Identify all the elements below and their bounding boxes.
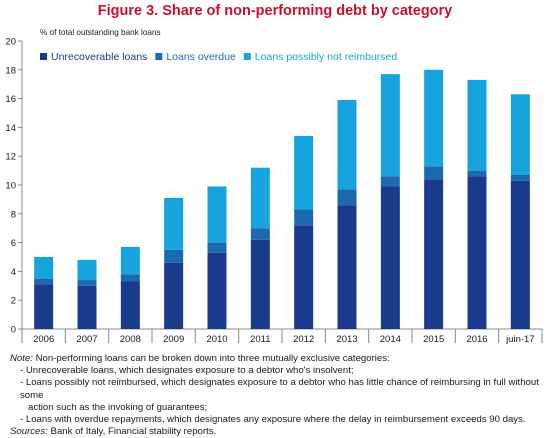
bar-segment-loans-overdue	[34, 278, 54, 285]
y-tick-label: 2	[11, 296, 16, 307]
bar-segment-loans-possibly-not-reimbursed	[337, 100, 357, 190]
stacked-bar-chart: 0 2 4 6 8 10 12 14 16 18 20 2006 2007 2008 2009 2010 201…	[5, 28, 543, 345]
bar-segment-loans-overdue	[380, 176, 400, 187]
x-tick-label: 2009	[163, 334, 184, 345]
note-bullet-possibly-not-reimbursed-continued: action such as the invoking of guarantee…	[28, 401, 208, 413]
bar-segment-unrecoverable-loans	[34, 284, 54, 329]
x-tick-label: 2012	[293, 334, 314, 345]
y-tick-label: 16	[5, 94, 16, 105]
bar-segment-loans-overdue	[424, 166, 444, 180]
chart-notes: Note: Non-performing loans can be broken…	[10, 353, 546, 438]
y-tick-label: 12	[5, 152, 16, 163]
y-tick-label: 20	[5, 37, 16, 48]
bar-segment-loans-possibly-not-reimbursed	[294, 136, 314, 210]
bar-segment-loans-overdue	[207, 242, 227, 253]
x-tick-label: 2015	[423, 334, 444, 345]
bar-segment-loans-overdue	[250, 228, 270, 240]
chart-legend: Unrecoverable loans Loans overdue Loans po…	[40, 51, 397, 63]
chart-title: Figure 3. Share of non-performing debt b…	[97, 3, 453, 19]
y-tick-label: 14	[5, 123, 16, 134]
bar-segment-loans-overdue	[294, 209, 314, 226]
bar-segment-unrecoverable-loans	[207, 252, 227, 329]
x-tick-label: 2011	[250, 334, 270, 345]
x-tick-label: 2007	[76, 334, 97, 345]
bar-segment-loans-possibly-not-reimbursed	[120, 246, 140, 275]
x-tick-label: 2006	[33, 334, 54, 345]
x-tick-label: 2010	[206, 334, 227, 345]
x-tick-label: 2016	[466, 334, 487, 345]
bar-segment-loans-overdue	[120, 274, 140, 282]
bar-segment-unrecoverable-loans	[77, 285, 97, 329]
bar-segment-unrecoverable-loans	[120, 281, 140, 329]
bar-segment-loans-possibly-not-reimbursed	[207, 186, 227, 243]
bar-segment-unrecoverable-loans	[294, 225, 314, 329]
bar-segment-unrecoverable-loans	[250, 239, 270, 329]
bar-segment-unrecoverable-loans	[467, 176, 487, 329]
bar-segment-loans-overdue	[467, 170, 487, 177]
note-bullet-possibly-not-reimbursed: - Loans possibly not reimbursed, which d…	[20, 377, 539, 401]
bar-segment-unrecoverable-loans	[380, 186, 400, 329]
chart-axes: 0 2 4 6 8 10 12 14 16 18 20 2006 2007 2008 2009 2010 201…	[5, 37, 543, 345]
bar-segment-loans-possibly-not-reimbursed	[164, 197, 184, 250]
note-bullet-overdue: - Loans with overdue repayments, which d…	[20, 414, 526, 426]
bar-segment-loans-possibly-not-reimbursed	[424, 69, 444, 167]
legend-label: Loans possibly not reimbursed	[255, 51, 398, 63]
bar-segment-loans-possibly-not-reimbursed	[467, 79, 487, 171]
bar-segment-loans-possibly-not-reimbursed	[34, 257, 54, 279]
note-bullet-unrecoverable: - Unrecoverable loans, which designates …	[20, 365, 354, 377]
x-tick-label: 2014	[380, 334, 401, 345]
bar-segment-loans-overdue	[510, 174, 530, 181]
legend-swatch	[155, 53, 163, 60]
y-tick-label: 18	[5, 65, 16, 76]
bar-segment-loans-possibly-not-reimbursed	[380, 74, 400, 177]
sources-label: Sources:	[10, 426, 48, 438]
bar-segment-unrecoverable-loans	[337, 205, 357, 329]
y-tick-label: 0	[11, 325, 16, 336]
bar-segment-unrecoverable-loans	[164, 262, 184, 329]
bar-segment-loans-overdue	[164, 249, 184, 263]
bar-segment-loans-overdue	[77, 280, 97, 286]
y-tick-label: 8	[11, 209, 16, 220]
x-tick-label: 2008	[120, 334, 141, 345]
y-tick-label: 10	[5, 181, 16, 192]
legend-label: Loans overdue	[166, 51, 236, 63]
y-axis-label: % of total outstanding bank loans	[40, 28, 161, 37]
y-tick-label: 6	[11, 238, 16, 249]
note-intro-text: Non-performing loans can be broken down …	[32, 353, 390, 364]
chart-bars	[34, 69, 530, 329]
bar-segment-loans-possibly-not-reimbursed	[510, 94, 530, 175]
bar-segment-unrecoverable-loans	[510, 180, 530, 329]
y-tick-label: 4	[11, 267, 16, 278]
bar-segment-loans-overdue	[337, 189, 357, 206]
legend-label: Unrecoverable loans	[51, 51, 147, 63]
note-intro: Note: Non-performing loans can be broken…	[10, 353, 546, 365]
x-tick-label: juin-17	[505, 334, 535, 345]
bar-segment-loans-possibly-not-reimbursed	[250, 167, 270, 229]
bar-segment-unrecoverable-loans	[424, 179, 444, 329]
legend-swatch	[243, 53, 251, 60]
sources-text: Bank of Italy, Financial stability repor…	[47, 426, 217, 438]
note-label: Note:	[10, 353, 33, 364]
bar-segment-loans-possibly-not-reimbursed	[77, 259, 97, 281]
x-tick-label: 2013	[336, 334, 357, 345]
sources-line: Sources: Bank of Italy, Financial stabil…	[10, 426, 546, 438]
legend-swatch	[40, 53, 47, 60]
